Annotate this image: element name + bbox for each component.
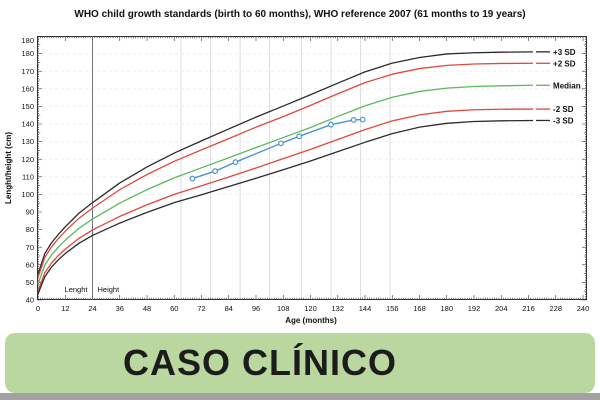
patient-point <box>278 140 284 147</box>
svg-text:150: 150 <box>21 102 34 111</box>
region-label-height: Height <box>98 285 121 294</box>
y-axis-top-label: 180 <box>21 36 34 45</box>
chart-title: WHO child growth standards (birth to 60 … <box>74 9 526 20</box>
legend-label: Median <box>553 81 581 90</box>
legend-label: +2 SD <box>553 59 576 68</box>
patient-point <box>350 117 357 123</box>
svg-text:240: 240 <box>577 304 590 313</box>
svg-text:140: 140 <box>21 120 34 129</box>
svg-text:72: 72 <box>197 304 205 313</box>
svg-text:36: 36 <box>116 304 124 313</box>
curve--3 SD <box>37 119 534 295</box>
growth-chart-canvas: +3 SD +2 SD Median -2 SD -3 SD 0 12 24 36 48 60 72 8… <box>4 36 589 325</box>
banner-label: CASO CLÍNICO <box>122 342 397 383</box>
gridlines <box>37 36 587 300</box>
svg-text:156: 156 <box>386 304 399 313</box>
svg-text:144: 144 <box>359 304 372 313</box>
curve-Median <box>37 84 534 285</box>
patient-series <box>189 116 366 182</box>
svg-text:204: 204 <box>495 304 508 313</box>
svg-text:160: 160 <box>21 84 34 93</box>
bottom-strip <box>0 393 600 400</box>
svg-text:180: 180 <box>21 49 34 58</box>
svg-text:110: 110 <box>22 172 34 181</box>
reference-curves: +3 SD +2 SD Median -2 SD -3 SD <box>37 48 581 295</box>
patient-point <box>359 116 366 123</box>
curve-+3 SD <box>37 51 534 275</box>
curve--2 SD <box>37 108 534 291</box>
svg-text:70: 70 <box>26 243 34 252</box>
curve-+2 SD <box>37 62 534 278</box>
patient-point <box>212 168 219 175</box>
y-axis-title: Lenght/height (cm) <box>4 132 13 204</box>
caso-clinico-banner: CASO CLÍNICO <box>5 333 595 393</box>
svg-text:168: 168 <box>413 304 426 313</box>
plot-border <box>37 36 587 300</box>
svg-text:24: 24 <box>88 304 96 313</box>
svg-text:90: 90 <box>26 208 34 217</box>
svg-text:120: 120 <box>21 155 34 164</box>
svg-text:84: 84 <box>225 304 233 313</box>
svg-text:228: 228 <box>549 304 562 313</box>
svg-text:120: 120 <box>304 304 317 313</box>
tick-labels: 0 12 24 36 48 60 72 84 96 108 120 132 144 156 168 180 19… <box>21 36 589 313</box>
patient-point <box>328 121 334 128</box>
svg-text:40: 40 <box>26 296 34 305</box>
svg-text:216: 216 <box>522 304 535 313</box>
svg-text:192: 192 <box>468 304 481 313</box>
svg-text:50: 50 <box>26 278 34 287</box>
svg-text:0: 0 <box>36 304 40 313</box>
svg-text:100: 100 <box>21 190 34 199</box>
legend-label: +3 SD <box>553 48 576 57</box>
axis-ticks <box>37 36 587 301</box>
x-axis-title: Age (months) <box>285 316 337 325</box>
patient-point <box>189 175 196 182</box>
legend-label: -3 SD <box>553 116 574 125</box>
svg-text:108: 108 <box>277 304 290 313</box>
svg-text:48: 48 <box>143 304 151 313</box>
region-label-lenght: Lenght <box>65 285 89 294</box>
svg-text:170: 170 <box>21 67 34 76</box>
svg-text:80: 80 <box>26 225 34 234</box>
svg-text:60: 60 <box>170 304 178 313</box>
svg-text:180: 180 <box>440 304 453 313</box>
patient-point <box>232 159 239 166</box>
svg-text:12: 12 <box>61 304 69 313</box>
svg-text:132: 132 <box>331 304 344 313</box>
legend-label: -2 SD <box>553 105 574 114</box>
svg-text:130: 130 <box>21 137 34 146</box>
svg-text:96: 96 <box>252 304 260 313</box>
patient-point <box>296 133 303 140</box>
svg-text:60: 60 <box>26 260 34 269</box>
